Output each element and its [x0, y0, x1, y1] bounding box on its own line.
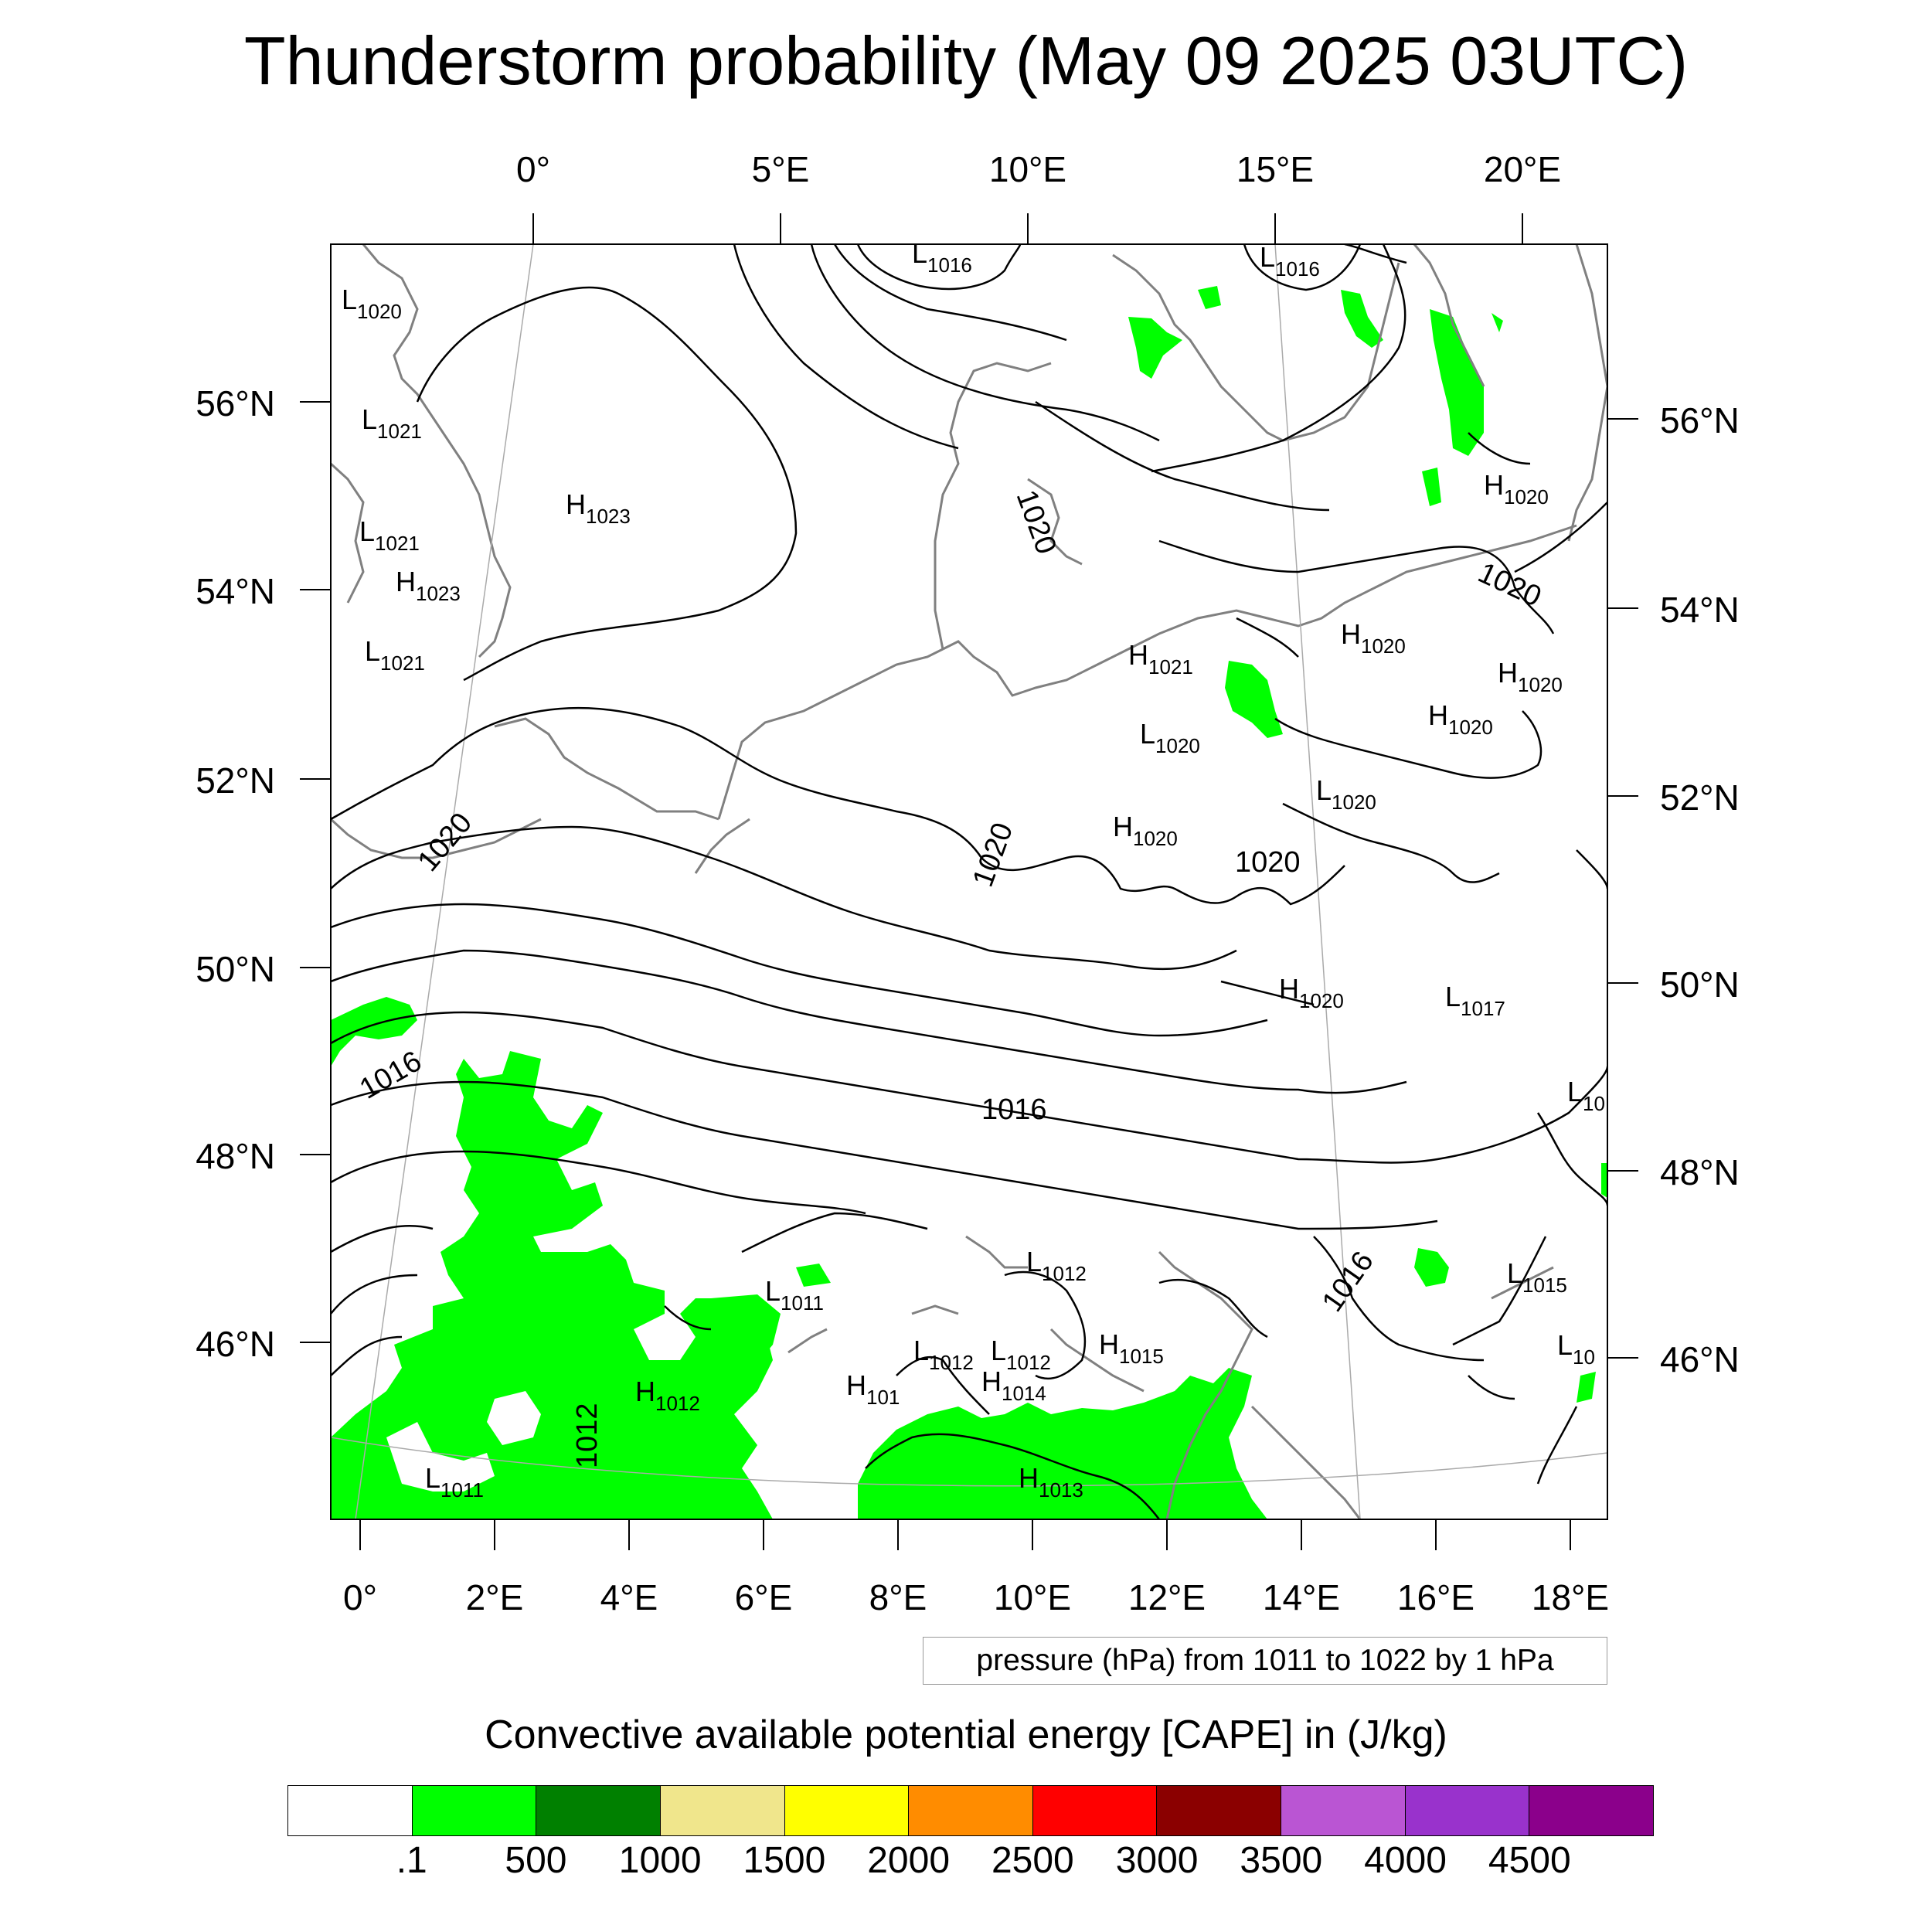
colorbar-label: 3000	[1115, 1840, 1199, 1881]
graticule	[331, 244, 1607, 1519]
contour-label: 1016	[981, 1094, 1047, 1126]
tick-label: 5°E	[752, 149, 810, 189]
colorbar-segment	[536, 1786, 661, 1835]
right-latitude-labels: 56°N 54°N 52°N 50°N 48°N 46°N	[1660, 400, 1740, 1379]
tick-label: 46°N	[196, 1324, 275, 1364]
pressure-center: H1023	[396, 566, 461, 605]
tick-label: 6°E	[735, 1577, 793, 1617]
pressure-center: L1016	[912, 237, 972, 277]
colorbar-segment	[1281, 1786, 1406, 1835]
top-longitude-labels: 0° 5°E 10°E 15°E 20°E	[516, 149, 1561, 189]
map-title: Thunderstorm probability (May 09 2025 03…	[243, 22, 1689, 99]
contour-label: 1020	[967, 818, 1019, 891]
pressure-center: H1020	[1341, 618, 1406, 658]
pressure-center: L1015	[1507, 1257, 1567, 1297]
tick-label: 18°E	[1532, 1577, 1609, 1617]
colorbar-label: 4500	[1488, 1840, 1571, 1881]
bottom-longitude-labels: 0° 2°E 4°E 6°E 8°E 10°E 12°E 14°E 16°E 1…	[343, 1577, 1609, 1617]
contour-label: 1020	[1010, 486, 1063, 559]
pressure-center: L1021	[359, 515, 420, 555]
tick-label: 48°N	[1660, 1152, 1740, 1192]
pressure-center: L1017	[1445, 981, 1505, 1020]
colorbar-labels: .1 500 1000 1500 2000 2500 3000 3500 4000 4500	[0, 1839, 1932, 1893]
tick-label: 52°N	[196, 760, 275, 801]
tick-label: 50°N	[1660, 964, 1740, 1005]
tick-label: 52°N	[1660, 777, 1740, 818]
colorbar-segment	[412, 1786, 537, 1835]
contour-label: 1016	[355, 1045, 427, 1106]
colorbar-segment	[784, 1786, 910, 1835]
pressure-center: H1020	[1484, 469, 1549, 509]
tick-label: 4°E	[600, 1577, 658, 1617]
colorbar-segment	[288, 1786, 413, 1835]
tick-label: 20°E	[1484, 149, 1561, 189]
colorbar-label: 4000	[1364, 1840, 1447, 1881]
colorbar-label: 500	[505, 1840, 567, 1881]
contour-label: 1012	[571, 1403, 604, 1468]
cape-colorbar	[287, 1785, 1654, 1836]
colorbar-segment	[909, 1786, 1033, 1835]
contour-label: 1020	[1235, 846, 1301, 879]
pressure-center: L1012	[1026, 1246, 1087, 1285]
tick-label: 0°	[343, 1577, 377, 1617]
pressure-info-box: pressure (hPa) from 1011 to 1022 by 1 hP…	[923, 1637, 1607, 1685]
pressure-center: H1020	[1279, 973, 1344, 1012]
colorbar-segment	[1405, 1786, 1530, 1835]
contour-label: 1020	[1473, 556, 1546, 614]
pressure-center: H1020	[1498, 657, 1563, 696]
colorbar-segment	[1529, 1786, 1654, 1835]
colorbar-label: 2500	[991, 1840, 1074, 1881]
tick-label: 2°E	[466, 1577, 524, 1617]
pressure-center: L1021	[365, 635, 425, 675]
colorbar-segment	[660, 1786, 785, 1835]
pressure-center: H101	[846, 1369, 900, 1409]
colorbar-segment	[1157, 1786, 1282, 1835]
contour-label: 1016	[1316, 1246, 1380, 1318]
colorbar-label: .1	[396, 1840, 427, 1881]
pressure-center: L1011	[765, 1275, 824, 1315]
coastlines	[331, 244, 1607, 1519]
pressure-center: L1020	[1140, 718, 1200, 757]
tick-label: 54°N	[196, 571, 275, 611]
pressure-center: H1020	[1113, 811, 1178, 850]
tick-label: 12°E	[1128, 1577, 1206, 1617]
colorbar-label: 2000	[867, 1840, 951, 1881]
map-frame	[330, 243, 1608, 1520]
tick-label: 46°N	[1660, 1339, 1740, 1379]
pressure-center: L1021	[362, 403, 422, 443]
colorbar-title: Convective available potential energy [C…	[485, 1713, 1447, 1757]
pressure-center: L1020	[1316, 774, 1376, 814]
tick-label: 8°E	[869, 1577, 927, 1617]
colorbar-label: 3500	[1240, 1840, 1323, 1881]
pressure-center: L1020	[342, 284, 402, 323]
tick-label: 50°N	[196, 949, 275, 989]
colorbar-segment	[1032, 1786, 1158, 1835]
pressure-center: L1012	[913, 1335, 974, 1374]
tick-label: 15°E	[1236, 149, 1314, 189]
colorbar-label: 1500	[743, 1840, 826, 1881]
pressure-center: L1016	[1260, 241, 1320, 281]
pressure-center: H1015	[1099, 1328, 1164, 1368]
pressure-center: H1021	[1128, 639, 1193, 679]
contour-label: 1020	[412, 807, 479, 878]
tick-label: 54°N	[1660, 590, 1740, 630]
tick-label: 56°N	[196, 383, 275, 423]
pressure-center: L10	[1557, 1329, 1595, 1369]
tick-label: 10°E	[994, 1577, 1071, 1617]
tick-label: 48°N	[196, 1136, 275, 1176]
pressure-center: H1023	[566, 488, 631, 528]
colorbar-label: 1000	[618, 1840, 702, 1881]
cape-shading	[331, 286, 1607, 1519]
axis-ticks	[300, 213, 1638, 1550]
tick-label: 16°E	[1397, 1577, 1475, 1617]
tick-label: 0°	[516, 149, 550, 189]
tick-label: 14°E	[1263, 1577, 1340, 1617]
tick-label: 10°E	[989, 149, 1066, 189]
pressure-center: H1020	[1428, 699, 1493, 739]
tick-label: 56°N	[1660, 400, 1740, 440]
left-latitude-labels: 56°N 54°N 52°N 50°N 48°N 46°N	[196, 383, 275, 1364]
